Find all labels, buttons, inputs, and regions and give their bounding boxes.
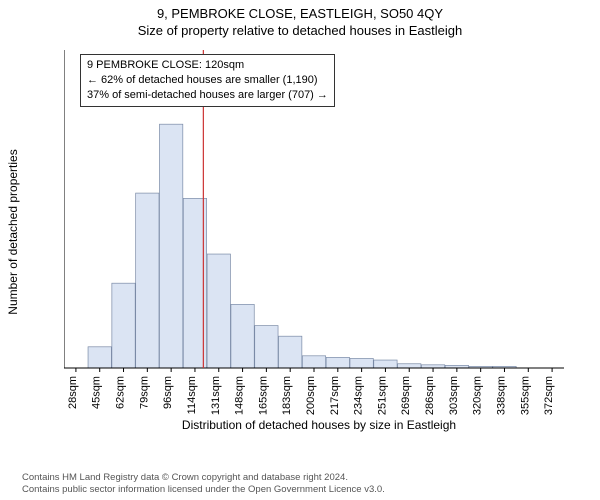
x-tick-label: 165sqm [257, 376, 269, 415]
info-box-line1: 9 PEMBROKE CLOSE: 120sqm [87, 58, 328, 73]
x-tick-label: 28sqm [67, 376, 79, 409]
info-box-line2: ← 62% of detached houses are smaller (1,… [87, 73, 328, 88]
info-box-line3: 37% of semi-detached houses are larger (… [87, 88, 328, 103]
x-axis-label: Distribution of detached houses by size … [64, 418, 574, 432]
histogram-bar [136, 193, 159, 368]
histogram-bar [231, 304, 254, 368]
chart-info-box: 9 PEMBROKE CLOSE: 120sqm ← 62% of detach… [80, 54, 335, 107]
histogram-bar [398, 364, 421, 368]
histogram-bar [350, 358, 373, 368]
x-tick-label: 372sqm [543, 376, 555, 415]
x-tick-label: 303sqm [448, 376, 460, 415]
x-tick-label: 234sqm [353, 376, 365, 415]
copyright-notice: Contains HM Land Registry data © Crown c… [22, 472, 590, 496]
x-tick-label: 62sqm [115, 376, 127, 409]
x-tick-label: 45sqm [91, 376, 103, 409]
histogram-bar [374, 360, 397, 368]
histogram-bar [159, 124, 182, 368]
x-tick-label: 355sqm [519, 376, 531, 415]
x-tick-label: 79sqm [138, 376, 150, 409]
x-tick-label: 217sqm [329, 376, 341, 415]
histogram-bar [326, 357, 349, 368]
x-tick-label: 114sqm [186, 376, 198, 414]
x-tick-label: 131sqm [210, 376, 222, 415]
x-tick-label: 148sqm [234, 376, 246, 415]
x-tick-label: 286sqm [424, 376, 436, 415]
x-tick-label: 338sqm [495, 376, 507, 415]
chart-subtitle: Size of property relative to detached ho… [0, 21, 600, 38]
histogram-bar [279, 336, 302, 368]
histogram-bar [207, 254, 230, 368]
x-tick-label: 269sqm [400, 376, 412, 415]
x-tick-label: 96sqm [162, 376, 174, 409]
histogram-bar [88, 347, 111, 368]
x-tick-label: 251sqm [376, 376, 388, 415]
x-tick-label: 320sqm [472, 376, 484, 415]
x-tick-label: 200sqm [305, 376, 317, 415]
histogram-bar [255, 326, 278, 368]
y-axis-label: Number of detached properties [6, 48, 22, 416]
histogram-bar [302, 356, 325, 368]
histogram-bar [112, 283, 135, 368]
x-tick-label: 183sqm [281, 376, 293, 415]
chart-plot-area: 05010015020025030035040045050055060028sq… [64, 48, 574, 416]
chart-main-title: 9, PEMBROKE CLOSE, EASTLEIGH, SO50 4QY [0, 0, 600, 21]
